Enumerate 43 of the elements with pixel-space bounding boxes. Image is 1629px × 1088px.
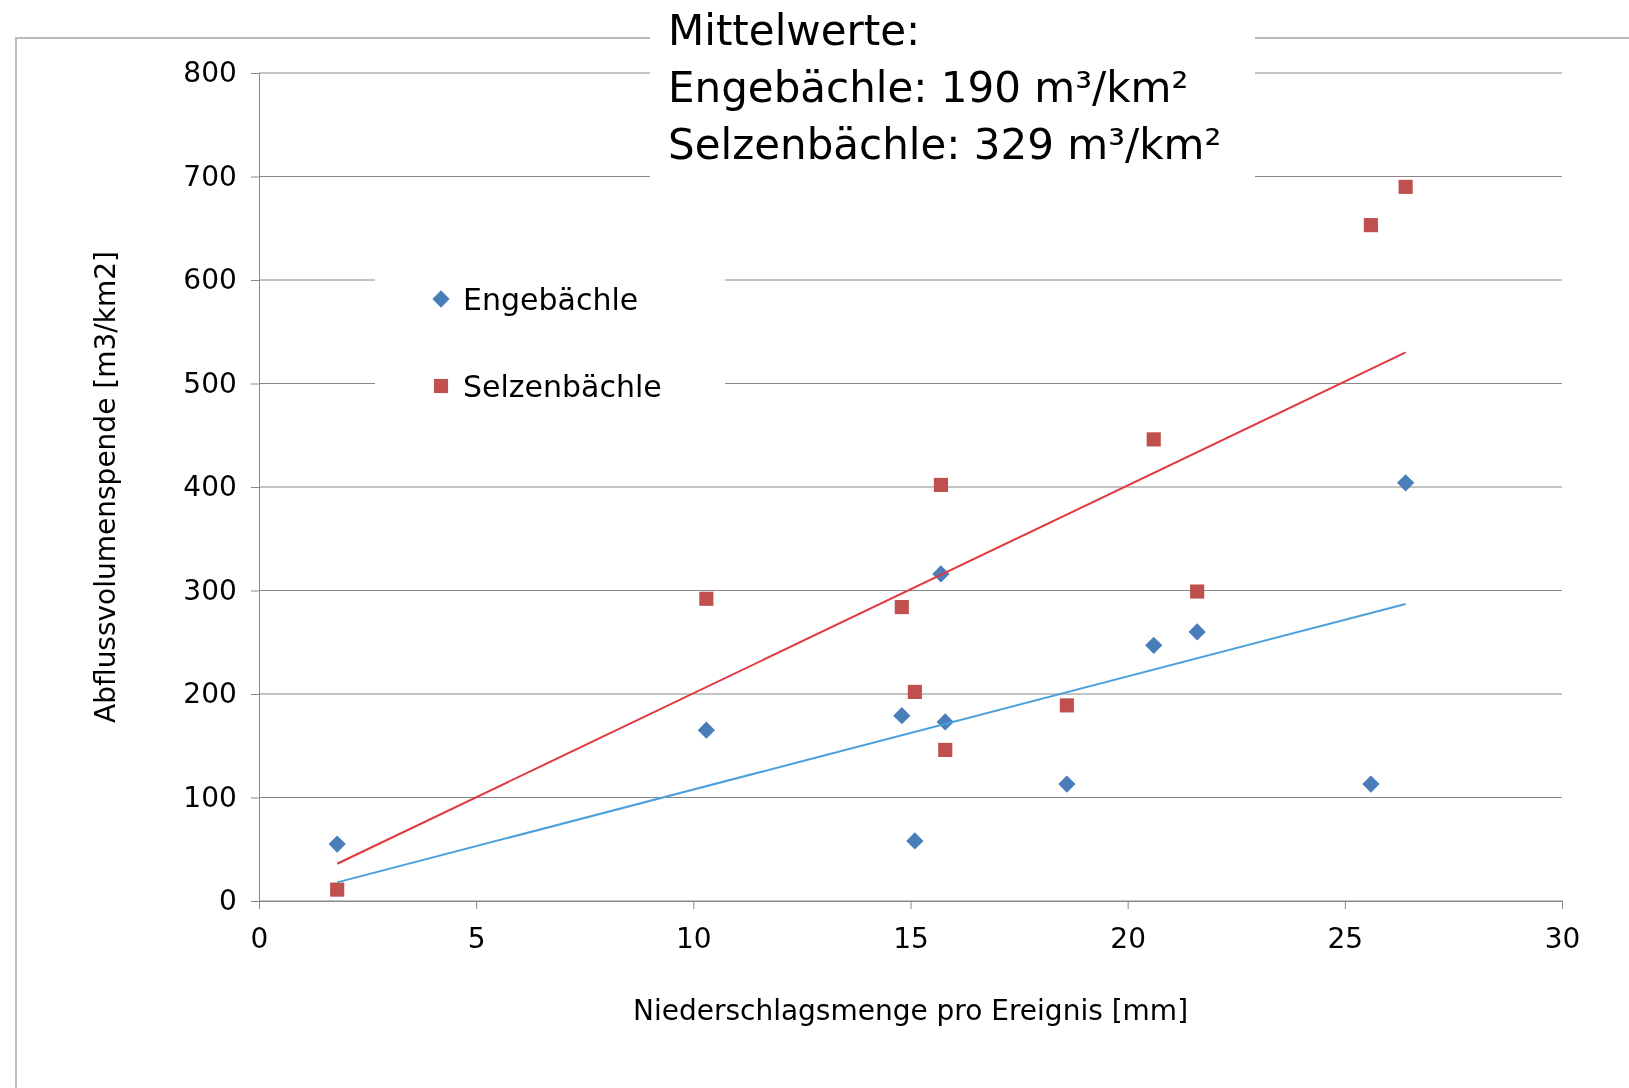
y-axis-title: Abflussvolumenspende [m3/km2] — [89, 251, 122, 723]
point — [933, 477, 948, 492]
point — [894, 599, 909, 615]
x-tick-label: 15 — [893, 922, 929, 956]
y-tick-label: 800 — [183, 56, 237, 90]
x-axis-title: Niederschlagsmenge pro Ereignis [mm] — [632, 994, 1189, 1027]
y-tick-label: 0 — [218, 884, 237, 918]
point — [699, 591, 714, 606]
y-tick-label: 400 — [183, 470, 237, 504]
point — [330, 882, 345, 897]
point — [1398, 179, 1413, 194]
y-tick-label: 500 — [183, 366, 237, 400]
y-tick-label: 200 — [183, 677, 237, 711]
point — [1362, 775, 1380, 793]
point — [1145, 636, 1163, 654]
x-tick-label: 0 — [250, 922, 269, 956]
point — [938, 742, 953, 757]
x-tick-label: 10 — [676, 922, 712, 956]
point — [328, 835, 346, 853]
text: Mittelwerte: — [668, 6, 921, 55]
point — [906, 832, 924, 850]
point — [1363, 218, 1378, 233]
point — [907, 684, 922, 699]
x-tick-label: 25 — [1327, 922, 1364, 956]
point — [1188, 623, 1206, 641]
point — [893, 707, 911, 725]
point — [1190, 584, 1205, 599]
y-tick-label: 700 — [183, 159, 237, 193]
point — [697, 721, 715, 739]
point — [1146, 432, 1161, 447]
y-tick-label: 100 — [183, 780, 237, 814]
annotation: Engebächle: 190 m³/km² — [668, 63, 1189, 112]
y-tick-label: 300 — [183, 573, 237, 607]
x-tick-label: 20 — [1110, 922, 1146, 956]
x-tick-label: 30 — [1544, 922, 1581, 956]
point — [1397, 474, 1415, 492]
annotation: Selzenbächle: 329 m³/km² — [668, 120, 1222, 169]
point — [1059, 698, 1074, 713]
legend-label: Selzenbächle — [463, 368, 662, 404]
legend-label: Engebächle — [463, 281, 639, 317]
point — [1058, 775, 1076, 793]
y-tick-label: 600 — [183, 263, 237, 297]
x-tick-label: 5 — [467, 922, 486, 956]
